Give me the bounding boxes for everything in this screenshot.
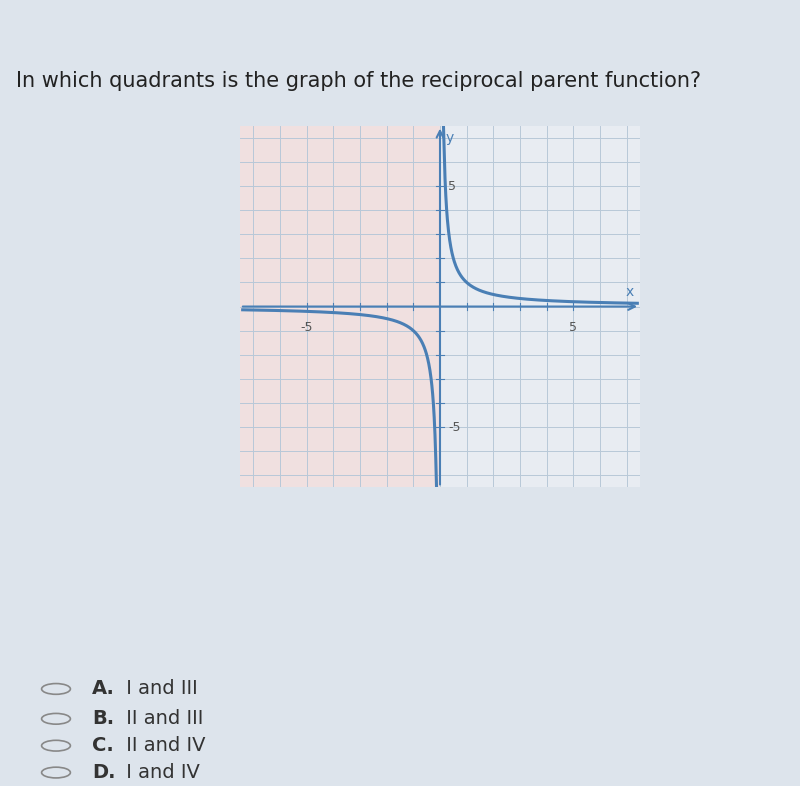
Text: A.: A. <box>92 679 115 699</box>
Text: 5: 5 <box>570 321 578 334</box>
Text: D.: D. <box>92 763 115 782</box>
Bar <box>440 126 640 487</box>
Text: In which quadrants is the graph of the reciprocal parent function?: In which quadrants is the graph of the r… <box>16 71 701 90</box>
Text: -5: -5 <box>448 421 461 434</box>
Text: 5: 5 <box>448 179 456 193</box>
Text: I and IV: I and IV <box>120 763 200 782</box>
Bar <box>240 126 440 487</box>
Text: x: x <box>626 285 634 299</box>
Text: C.: C. <box>92 736 114 755</box>
Text: II and IV: II and IV <box>120 736 206 755</box>
Text: II and III: II and III <box>120 709 203 729</box>
Text: B.: B. <box>92 709 114 729</box>
Text: -5: -5 <box>301 321 313 334</box>
Text: I and III: I and III <box>120 679 198 699</box>
Text: y: y <box>446 131 454 145</box>
